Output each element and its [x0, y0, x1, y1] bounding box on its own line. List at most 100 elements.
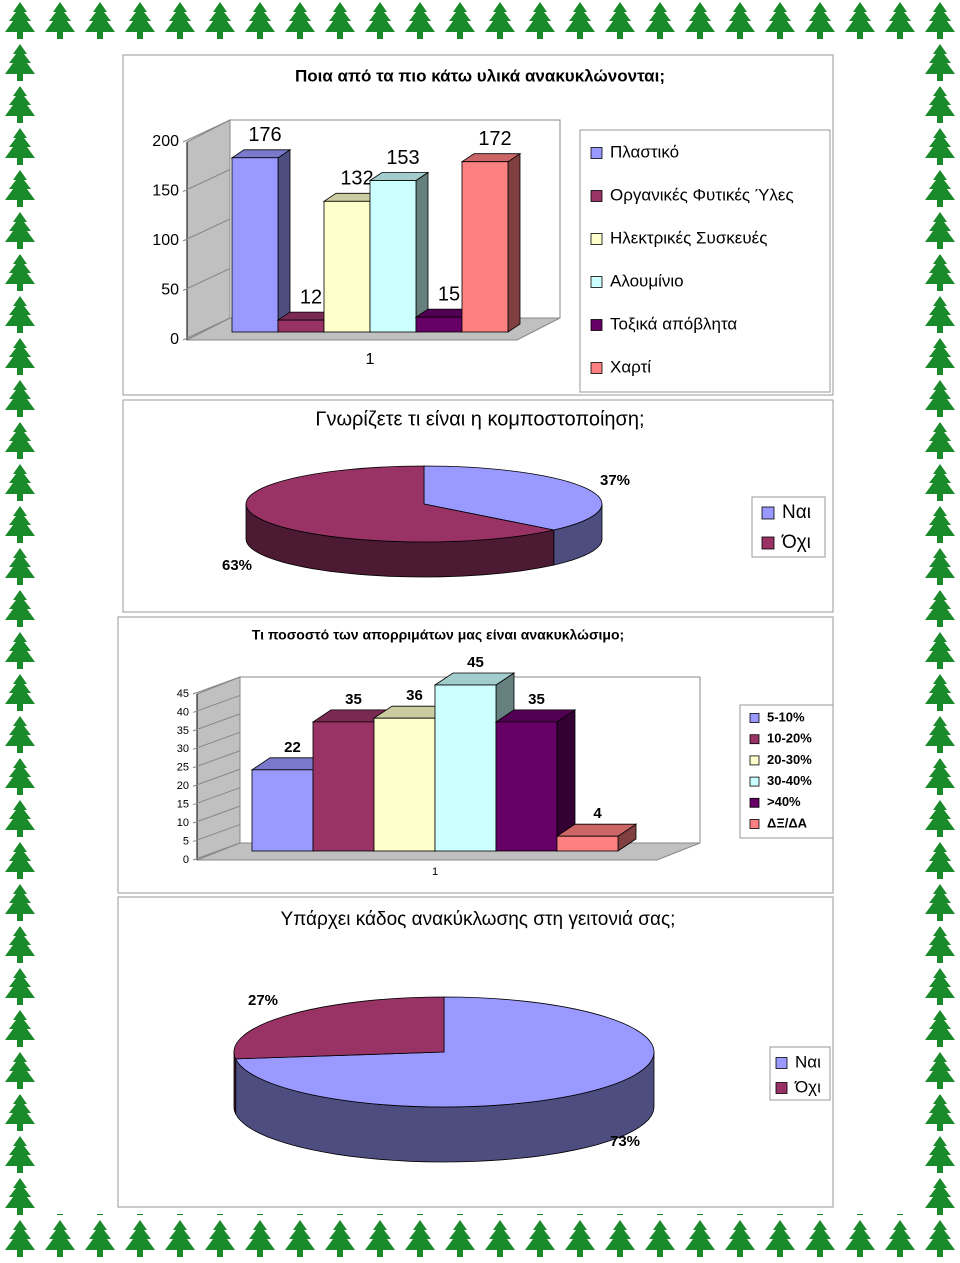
tick-line: [192, 824, 241, 843]
value-label: 15: [438, 283, 460, 305]
legend-label: Οργανικές Φυτικές Ύλες: [610, 185, 794, 204]
value-label: 63%: [222, 557, 252, 574]
value-label: 176: [248, 124, 281, 146]
y-tick-label: 20: [177, 780, 189, 792]
legend-swatch: [749, 734, 760, 745]
bar: [495, 721, 558, 852]
value-label: 73%: [610, 1133, 640, 1150]
legend-box: [579, 129, 831, 393]
legend-label: Όχι: [794, 1077, 821, 1096]
chart-title: Υπάρχει κάδος ανακύκλωσης στη γειτονιά σ…: [281, 909, 676, 930]
legend-label: 10-20%: [767, 731, 812, 746]
y-tick-label: 50: [161, 282, 179, 299]
value-label: 35: [528, 691, 545, 708]
legend-label: 30-40%: [767, 773, 812, 788]
pie-slice: [245, 465, 554, 543]
y-tick-label: 150: [152, 183, 179, 200]
legend-swatch: [761, 506, 775, 520]
legend-label: Χαρτί: [610, 357, 651, 376]
tick-line: [182, 169, 231, 192]
x-tick-label: 1: [432, 866, 438, 878]
legend-swatch: [590, 319, 603, 331]
y-tick-label: 30: [177, 743, 189, 755]
bar-side: [507, 152, 521, 333]
tick-line: [192, 694, 241, 713]
legend-swatch: [590, 190, 603, 202]
legend-label: >40%: [767, 794, 801, 809]
legend-label: Ναι: [782, 502, 811, 523]
value-label: 36: [406, 687, 423, 704]
y-tick-label: 45: [177, 688, 189, 700]
legend-swatch: [749, 755, 760, 766]
value-label: 12: [300, 286, 322, 308]
tick-line: [192, 676, 241, 695]
tick-line: [192, 805, 241, 824]
pie-slice: [233, 996, 445, 1060]
bar: [415, 316, 463, 333]
y-tick-label: 40: [177, 706, 189, 718]
legend-label: Όχι: [781, 532, 811, 553]
legend-swatch: [749, 713, 760, 723]
legend-label: Ναι: [795, 1052, 821, 1071]
tick-line: [182, 218, 231, 242]
legend-swatch: [749, 797, 760, 808]
legend-swatch: [590, 233, 603, 245]
legend-swatch: [749, 819, 760, 829]
value-label: 45: [467, 654, 484, 671]
y-tick-label: 0: [183, 854, 189, 866]
value-label: 37%: [600, 472, 630, 489]
tick-line: [192, 713, 241, 732]
chart-title: Ποια από τα πιο κάτω υλικά ανακυκλώνοντα…: [295, 66, 665, 85]
tick-line: [182, 317, 231, 341]
y-tick-label: 15: [177, 799, 189, 811]
legend-swatch: [590, 276, 603, 288]
legend-label: Πλαστικό: [610, 142, 679, 161]
y-tick-label: 200: [152, 133, 179, 150]
bar: [323, 200, 371, 333]
tick-line: [192, 768, 241, 787]
legend-swatch: [749, 776, 760, 787]
value-label: 153: [386, 147, 419, 169]
y-tick-label: 10: [177, 817, 189, 829]
legend-box: [739, 704, 834, 839]
y-tick-label: 0: [170, 331, 179, 348]
y-tick-label: 25: [177, 762, 189, 774]
legend-swatch: [590, 147, 603, 159]
legend-swatch: [590, 362, 603, 374]
y-tick-label: 5: [183, 835, 189, 847]
legend-label: Αλουμίνιο: [610, 271, 684, 290]
tick-line: [192, 787, 241, 806]
pie-side: [233, 1052, 237, 1115]
value-label: 132: [340, 168, 373, 190]
tick-line: [182, 268, 231, 291]
value-label: 22: [284, 739, 301, 756]
bar: [277, 319, 325, 333]
legend-swatch: [761, 536, 775, 550]
value-label: 27%: [248, 992, 278, 1009]
tick-line: [192, 842, 241, 861]
bar: [373, 717, 436, 852]
tick-line: [192, 750, 241, 769]
tick-line: [192, 731, 241, 750]
legend-label: 5-10%: [767, 709, 805, 724]
value-label: 35: [345, 691, 362, 708]
pie-slice: [235, 996, 655, 1108]
bar-side: [415, 171, 429, 333]
legend-swatch: [775, 1082, 788, 1094]
y-tick-label: 100: [152, 232, 179, 249]
legend-label: 20-30%: [767, 752, 812, 767]
chart-title: Γνωρίζετε τι είναι η κομποστοποίηση;: [315, 408, 644, 430]
y-tick-label: 35: [177, 725, 189, 737]
chart-title: Τι ποσοστό των απορριμάτων μας είναι ανα…: [252, 627, 624, 643]
pie-slice: [423, 465, 603, 531]
bar: [231, 157, 279, 333]
bar: [461, 161, 509, 333]
bar: [369, 180, 417, 333]
legend-label: Ηλεκτρικές Συσκευές: [610, 228, 767, 247]
bar: [434, 684, 497, 852]
legend-swatch: [775, 1057, 788, 1069]
tick-line: [182, 119, 231, 143]
bar: [251, 769, 314, 852]
